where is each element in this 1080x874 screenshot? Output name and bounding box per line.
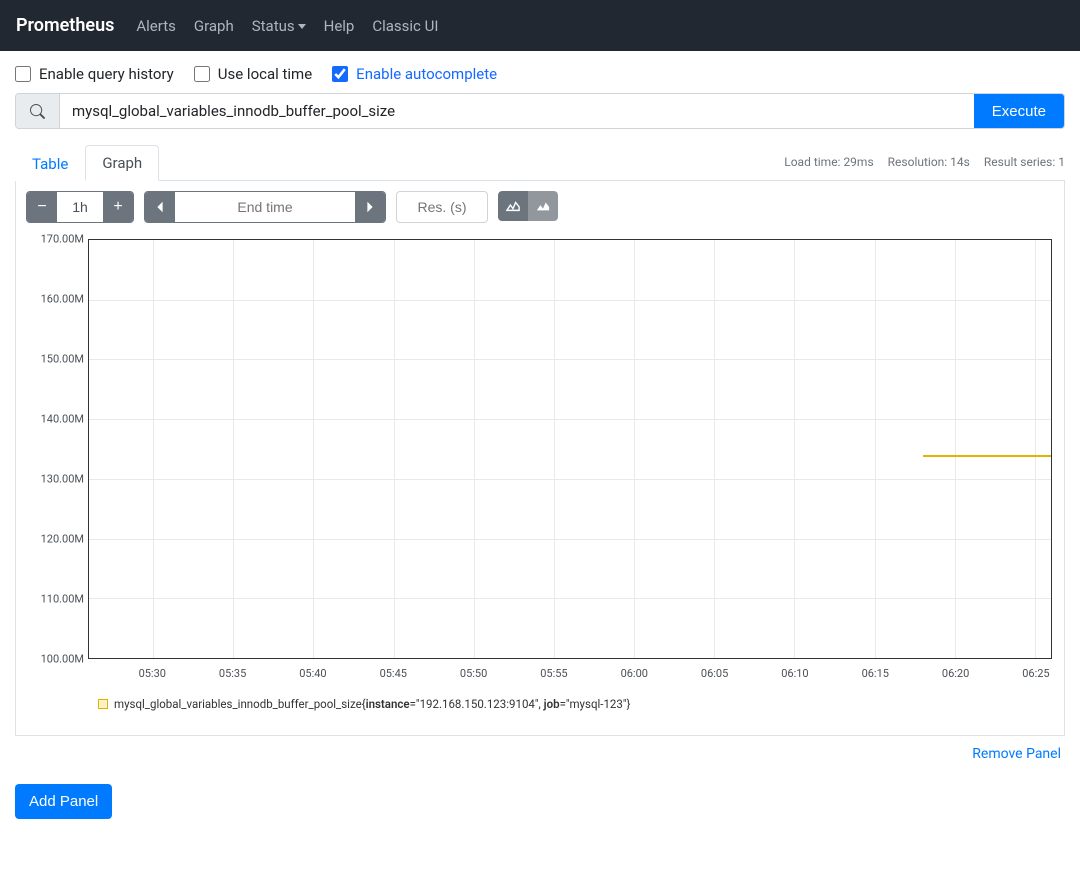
x-tick: 05:45 [380, 667, 407, 680]
chart-area: 170.00M 160.00M 150.00M 140.00M 130.00M 120.0… [34, 233, 1054, 683]
gridline-v [554, 240, 555, 658]
y-tick: 150.00M [41, 353, 84, 366]
local-time-label: Use local time [218, 65, 312, 83]
remove-panel-row: Remove Panel [0, 746, 1061, 762]
endtime-prev-button[interactable] [145, 192, 175, 222]
endtime-next-button[interactable] [355, 192, 385, 222]
tab-graph[interactable]: Graph [85, 145, 159, 181]
y-axis: 170.00M 160.00M 150.00M 140.00M 130.00M 120.0… [34, 233, 88, 663]
area-chart-icon [536, 199, 550, 213]
nav-help[interactable]: Help [324, 17, 355, 35]
query-input[interactable] [60, 94, 974, 128]
y-tick: 120.00M [41, 533, 84, 546]
range-input[interactable] [57, 192, 103, 222]
graph-controls: − + [26, 191, 1054, 223]
local-time-checkbox[interactable]: Use local time [194, 65, 312, 83]
stat-resolution: Resolution: 14s [888, 155, 970, 169]
enable-history-checkbox[interactable]: Enable query history [15, 65, 174, 83]
y-tick: 130.00M [41, 473, 84, 486]
chevron-right-icon [363, 200, 377, 214]
range-increase-button[interactable]: + [103, 192, 133, 222]
gridline-v [233, 240, 234, 658]
gridline-v [955, 240, 956, 658]
chevron-left-icon [153, 200, 167, 214]
nav-classic-ui[interactable]: Classic UI [372, 17, 438, 35]
navbar: Prometheus Alerts Graph Status Help Clas… [0, 0, 1080, 51]
chart-type-group [498, 191, 558, 223]
x-tick: 06:10 [781, 667, 808, 680]
stat-result-series: Result series: 1 [984, 155, 1065, 169]
legend-text: mysql_global_variables_innodb_buffer_poo… [114, 697, 630, 711]
x-axis: 05:30 05:35 05:40 05:45 05:50 05:55 06:00 06:05… [88, 663, 1052, 683]
y-tick: 110.00M [41, 593, 84, 606]
enable-history-input[interactable] [15, 66, 31, 82]
x-tick: 06:05 [701, 667, 728, 680]
y-tick: 170.00M [41, 233, 84, 246]
area-chart-button[interactable] [528, 191, 558, 221]
autocomplete-checkbox[interactable]: Enable autocomplete [332, 65, 497, 83]
search-icon [16, 94, 60, 128]
y-tick: 140.00M [41, 413, 84, 426]
x-tick: 06:00 [621, 667, 648, 680]
plot-area [88, 239, 1052, 659]
options-row: Enable query history Use local time Enab… [0, 51, 1080, 93]
autocomplete-input[interactable] [332, 66, 348, 82]
endtime-group [144, 191, 386, 223]
nav-status-label: Status [252, 17, 295, 35]
x-tick: 05:55 [540, 667, 567, 680]
gridline-v [153, 240, 154, 658]
series-line [923, 455, 1051, 457]
execute-button[interactable]: Execute [974, 94, 1064, 128]
x-tick: 06:15 [862, 667, 889, 680]
x-tick: 05:35 [219, 667, 246, 680]
x-tick: 06:20 [942, 667, 969, 680]
brand-logo[interactable]: Prometheus [16, 15, 114, 36]
gridline-v [313, 240, 314, 658]
nav-graph[interactable]: Graph [194, 17, 234, 35]
gridline-v [634, 240, 635, 658]
y-tick: 160.00M [41, 293, 84, 306]
nav-alerts[interactable]: Alerts [136, 17, 176, 35]
y-tick: 100.00M [41, 653, 84, 666]
endtime-input[interactable] [175, 192, 355, 222]
remove-panel-link[interactable]: Remove Panel [972, 746, 1061, 762]
graph-panel: − + 170.00M160.00M150.00M140.00M130.00M1… [15, 181, 1065, 736]
gridline-v [394, 240, 395, 658]
line-chart-button[interactable] [498, 191, 528, 221]
stat-load-time: Load time: 29ms [784, 155, 873, 169]
legend[interactable]: mysql_global_variables_innodb_buffer_poo… [98, 697, 1054, 711]
tab-table[interactable]: Table [15, 146, 85, 181]
add-panel-button[interactable]: Add Panel [15, 784, 112, 819]
query-row: Execute [15, 93, 1065, 129]
tabs-row: Table Graph Load time: 29ms Resolution: … [15, 143, 1065, 181]
query-stats: Load time: 29ms Resolution: 14s Result s… [784, 155, 1065, 169]
nav-status[interactable]: Status [252, 17, 306, 35]
gridline-v [875, 240, 876, 658]
x-tick: 06:25 [1022, 667, 1049, 680]
x-tick: 05:50 [460, 667, 487, 680]
range-group: − + [26, 191, 134, 223]
line-chart-icon [506, 199, 520, 213]
autocomplete-label: Enable autocomplete [356, 65, 497, 83]
enable-history-label: Enable query history [39, 65, 174, 83]
local-time-input[interactable] [194, 66, 210, 82]
gridline-v [714, 240, 715, 658]
gridline-v [474, 240, 475, 658]
gridline-v [1035, 240, 1036, 658]
range-decrease-button[interactable]: − [27, 192, 57, 222]
caret-down-icon [298, 24, 306, 29]
x-tick: 05:30 [139, 667, 166, 680]
legend-swatch [98, 699, 108, 709]
x-tick: 05:40 [299, 667, 326, 680]
resolution-input[interactable] [396, 191, 488, 223]
gridline-v [794, 240, 795, 658]
